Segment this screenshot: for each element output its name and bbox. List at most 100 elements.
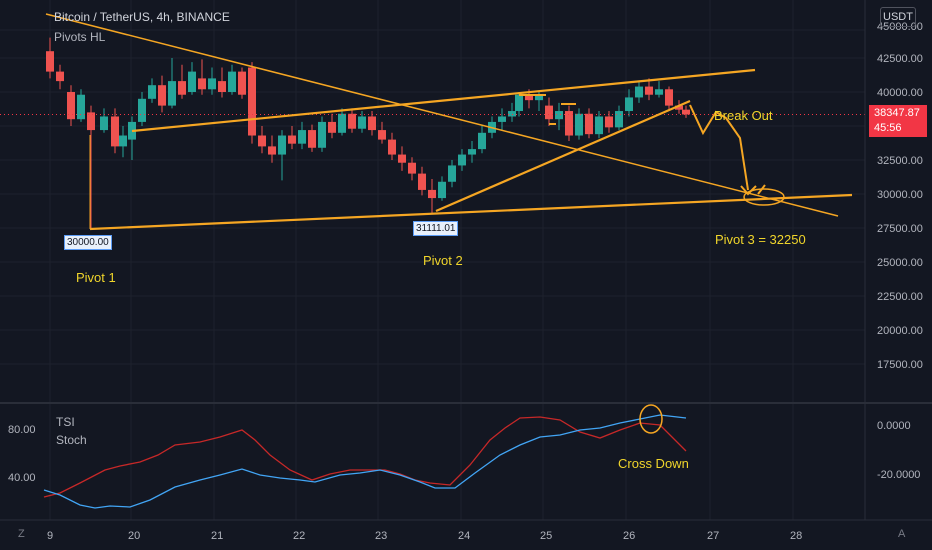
candle-body-1 [56, 71, 64, 82]
upper-wedge-line [131, 68, 756, 133]
candle-body-57 [615, 111, 623, 128]
candle-body-33 [378, 130, 386, 140]
range-marks [519, 94, 576, 125]
candle-countdown: 45:56 [874, 122, 902, 134]
candle-body-42 [468, 149, 476, 155]
candle-body-3 [77, 94, 85, 120]
candle-body-43 [478, 132, 486, 150]
candle-body-19 [238, 71, 246, 95]
time-tick: 21 [211, 530, 223, 542]
candle-body-5 [100, 116, 108, 131]
candle-body-18 [228, 71, 236, 92]
price-tick: 27500.00 [877, 223, 923, 235]
candle-body-15 [198, 78, 206, 90]
candle-body-29 [338, 113, 346, 133]
candle-body-58 [625, 97, 633, 112]
lower-wedge-line [435, 99, 691, 213]
price-tick-top: 45000.00 [877, 21, 923, 33]
candle-body-60 [645, 86, 653, 95]
price-tick: 17500.00 [877, 359, 923, 371]
candle-body-12 [168, 81, 176, 106]
candle-body-47 [515, 94, 523, 112]
stoch-label: Stoch [56, 433, 87, 447]
candle-body-10 [148, 85, 156, 99]
candle-body-64 [682, 109, 690, 115]
grid [0, 0, 865, 520]
time-tick: 20 [128, 530, 140, 542]
time-tick: 23 [375, 530, 387, 542]
candle-body-35 [398, 154, 406, 163]
price-tick: 30000.00 [877, 189, 923, 201]
candle-body-0 [46, 51, 54, 72]
timezone-button[interactable]: Z [18, 528, 25, 540]
candle-body-46 [508, 111, 516, 117]
tsi-line [43, 414, 687, 509]
candle-body-62 [665, 89, 673, 106]
candle-body-55 [595, 116, 603, 135]
descending-trendline [45, 13, 839, 217]
candle-body-24 [288, 135, 296, 144]
pivot2-value-box: 31111.01 [413, 221, 459, 236]
candle-body-63 [675, 105, 683, 110]
candle-body-28 [328, 121, 336, 133]
candle-body-26 [308, 130, 316, 148]
time-tick: 26 [623, 530, 635, 542]
candle-body-56 [605, 116, 613, 128]
candle-body-16 [208, 78, 216, 90]
candle-body-27 [318, 121, 326, 148]
candle-body-9 [138, 98, 146, 122]
time-tick: 24 [458, 530, 470, 542]
candle-body-20 [248, 67, 256, 136]
candle-body-31 [358, 116, 366, 129]
tsi-label: TSI [56, 415, 75, 429]
candle-body-45 [498, 116, 506, 122]
tsi-stoch-pane [43, 404, 687, 509]
price-tick: 32500.00 [877, 155, 923, 167]
pivot2-label: Pivot 2 [423, 253, 463, 268]
support-line [89, 193, 853, 231]
time-tick: 27 [707, 530, 719, 542]
candle-body-7 [119, 135, 127, 147]
candle-body-41 [458, 154, 466, 166]
time-tick: 28 [790, 530, 802, 542]
stoch-tick: 40.00 [8, 472, 36, 484]
time-tick: 9 [47, 530, 53, 542]
trendlines[interactable]: Pivot 1 Pivot 2 Pivot 3 = 32250 Break Out Cr… [0, 13, 865, 471]
pivot3-ellipse [743, 188, 785, 206]
cross-down-label: Cross Down [618, 456, 689, 471]
chart-title: Bitcoin / TetherUS, 4h, BINANCE [54, 10, 230, 24]
candle-body-51 [555, 111, 563, 120]
candle-body-39 [438, 181, 446, 199]
currency-button[interactable]: USDT [880, 7, 916, 27]
candle-body-38 [428, 189, 436, 199]
indicator-label: Pivots HL [54, 30, 106, 44]
cross-down-ellipse [639, 404, 663, 434]
time-tick: 25 [540, 530, 552, 542]
current-price: 38347.87 [874, 107, 920, 119]
candle-body-49 [535, 94, 543, 101]
auto-scale-button[interactable]: A [898, 528, 906, 540]
candle-body-61 [655, 89, 663, 95]
candle-body-34 [388, 139, 396, 155]
candle-body-22 [268, 146, 276, 155]
projection-arrow [740, 185, 757, 196]
candle-body-50 [545, 105, 553, 120]
candle-body-11 [158, 85, 166, 106]
pivot1-label: Pivot 1 [76, 270, 116, 285]
candle-body-54 [585, 113, 593, 135]
candle-body-13 [178, 81, 186, 95]
stoch-tick: 80.00 [8, 424, 36, 436]
candle-body-52 [565, 111, 573, 136]
price-tick: 25000.00 [877, 257, 923, 269]
candlesticks [46, 37, 690, 228]
candle-body-48 [525, 94, 533, 101]
current-price-tag: 38347.87 45:56 [869, 105, 927, 137]
price-tick: 22500.00 [877, 291, 923, 303]
candle-body-25 [298, 130, 306, 144]
candle-body-6 [111, 116, 119, 147]
pivot3-label: Pivot 3 = 32250 [715, 232, 806, 247]
candle-body-2 [67, 92, 75, 120]
projection-path [689, 104, 749, 191]
